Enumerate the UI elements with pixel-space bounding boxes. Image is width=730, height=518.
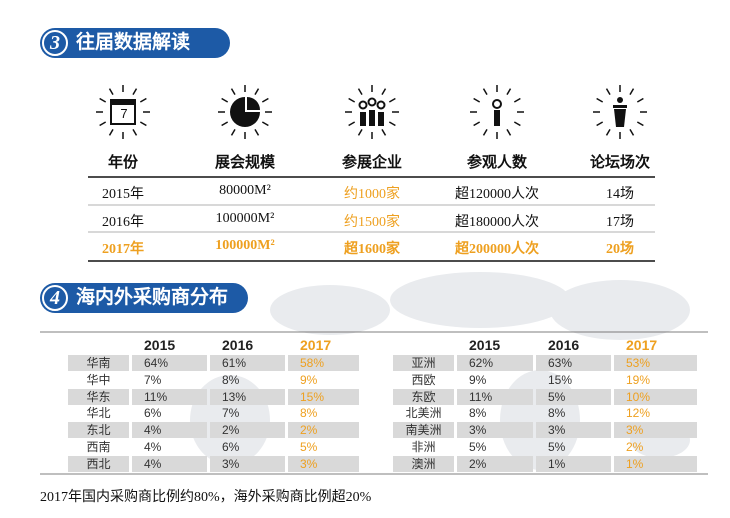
- table-cell: 约1000家: [344, 187, 400, 202]
- section-number: 3: [42, 30, 68, 56]
- table-cell: 4%: [132, 422, 207, 439]
- table-cell: 61%: [210, 355, 285, 371]
- section-title: 海内外采购商分布: [76, 287, 229, 308]
- column-header: 2017: [626, 337, 658, 353]
- table-cell: 4%: [132, 455, 207, 472]
- table-cell: 华东: [68, 388, 129, 405]
- table-cell: 东欧: [393, 388, 454, 405]
- table-cell: 澳洲: [393, 455, 454, 472]
- table-cell: 超200000人次: [455, 242, 539, 257]
- table-cell: 53%: [614, 355, 697, 371]
- table-cell: 100000M²: [215, 238, 275, 253]
- table-cell: 80000M²: [219, 183, 271, 198]
- table-cell: 超180000人次: [455, 214, 539, 230]
- table-cell: 7%: [222, 406, 240, 421]
- table-cell: 非洲: [411, 440, 436, 454]
- section-badge: 3 往届数据解读: [40, 28, 230, 58]
- table-cell: 南美洲: [393, 422, 454, 439]
- table-cell: 2015年: [102, 187, 144, 202]
- table-cell: 1%: [536, 455, 611, 472]
- column-header: 2015: [469, 337, 501, 353]
- column-header: 年份: [107, 155, 138, 171]
- table-cell: 17场: [606, 214, 634, 230]
- table-cell: 10%: [614, 388, 697, 405]
- table-cell: 8%: [469, 406, 487, 421]
- table-cell: 2%: [288, 422, 359, 439]
- table-cell: 11%: [457, 388, 533, 405]
- table-cell: 63%: [536, 355, 611, 371]
- table-cell: 3%: [288, 455, 359, 472]
- table-cell: 西北: [68, 455, 129, 472]
- column-header: 2015: [144, 337, 176, 353]
- table-cell: 2017年: [102, 242, 144, 257]
- table-cell: 东北: [68, 422, 129, 439]
- table-cell: 2%: [457, 455, 533, 472]
- table-cell: 3%: [210, 455, 285, 472]
- table-cell: 5%: [548, 440, 566, 454]
- table-cell: 2%: [626, 440, 644, 454]
- column-header: 2016: [548, 337, 580, 353]
- table-cell: 64%: [132, 355, 207, 371]
- table-cell: 1%: [614, 455, 697, 472]
- table-cell: 华北: [86, 406, 111, 421]
- column-header: 参展企业: [341, 155, 402, 171]
- table-cell: 北美洲: [405, 406, 442, 421]
- column-header: 展会规模: [214, 155, 275, 171]
- table-cell: 19%: [626, 372, 651, 387]
- table-cell: 超1600家: [344, 242, 400, 257]
- table-cell: 5%: [469, 440, 487, 454]
- table-cell: 2%: [210, 422, 285, 439]
- table-cell: 西南: [86, 440, 111, 454]
- icons: [96, 85, 647, 139]
- table-cell: 8%: [222, 372, 240, 387]
- column-header: 2016: [222, 337, 254, 353]
- section-number: 4: [42, 285, 68, 311]
- table-cell: 9%: [469, 372, 487, 387]
- table-cell: 11%: [132, 388, 207, 405]
- table-cell: 约1500家: [344, 214, 400, 230]
- table-cell: 超120000人次: [455, 187, 539, 202]
- table-cell: 西欧: [411, 372, 436, 387]
- table-cell: 6%: [144, 406, 162, 421]
- section-title: 往届数据解读: [76, 32, 191, 53]
- table-cell: 3%: [536, 422, 611, 439]
- column-header: 参观人数: [466, 155, 527, 171]
- table-cell: 20场: [606, 242, 634, 257]
- table-cell: 15%: [288, 388, 359, 405]
- table-cell: 7%: [144, 372, 162, 387]
- table-cell: 14场: [606, 187, 634, 202]
- table-cell: 100000M²: [215, 210, 275, 226]
- table-cell: 2016年: [102, 214, 144, 230]
- table-cell: 15%: [548, 372, 573, 387]
- column-header: 2017: [300, 337, 332, 353]
- table-cell: 13%: [210, 388, 285, 405]
- table-cell: 12%: [626, 406, 651, 421]
- table-cell: 9%: [300, 372, 318, 387]
- column-header: 论坛场次: [589, 155, 650, 171]
- table-cell: 5%: [536, 388, 611, 405]
- table-cell: 亚洲: [393, 355, 454, 371]
- table-cell: 58%: [288, 355, 359, 371]
- table-cell: 4%: [144, 440, 162, 454]
- table-cell: 6%: [222, 440, 240, 454]
- footer-note: 2017年国内采购商比例约80%，海外采购商比例超20%: [40, 490, 372, 505]
- table-cell: 华中: [86, 372, 111, 387]
- table-cell: 8%: [548, 406, 566, 421]
- table-cell: 5%: [300, 440, 318, 454]
- table-cell: 62%: [457, 355, 533, 371]
- table-cell: 3%: [614, 422, 697, 439]
- table-cell: 华南: [68, 355, 129, 371]
- table-cell: 3%: [457, 422, 533, 439]
- table-cell: 8%: [300, 406, 318, 421]
- section-badge: 4 海内外采购商分布: [40, 283, 248, 313]
- calendar-day: 7: [120, 106, 128, 121]
